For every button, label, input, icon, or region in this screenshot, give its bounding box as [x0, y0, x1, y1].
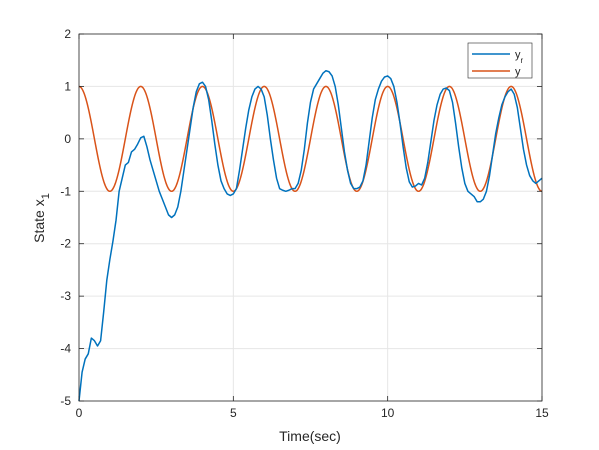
legend-label-y: y [515, 66, 521, 78]
y-tick-label: -3 [60, 289, 71, 303]
plot-area [78, 69, 543, 402]
series-line-y [78, 85, 543, 193]
legend-label-yr-subscript: r [521, 56, 524, 65]
y-tick-label: 1 [64, 79, 71, 93]
axes-box [78, 33, 543, 402]
y-tick-label: -4 [60, 342, 71, 356]
x-tick-label: 15 [535, 406, 549, 420]
y-tick-label: -1 [60, 184, 71, 198]
y-axis-label: State x1 [31, 193, 52, 243]
legend-label-yr-text: y [515, 49, 521, 61]
y-tick-label: 2 [64, 27, 71, 41]
x-tick-label: 5 [230, 406, 237, 420]
axis-ticks: 0 5 10 15 -5 -4 -3 -2 -1 0 1 2 [60, 27, 549, 420]
x-tick-label: 0 [76, 406, 83, 420]
x-axis-label: Time(sec) [279, 428, 341, 444]
y-tick-label: 0 [64, 132, 71, 146]
legend-box [467, 42, 533, 79]
series-line-yr [78, 69, 543, 402]
y-tick-label: -2 [60, 237, 71, 251]
legend: yr y [467, 42, 533, 79]
y-axis-label-subscript: 1 [40, 193, 52, 199]
y-tick-label: -5 [60, 394, 71, 408]
legend-label-yr: yr [515, 49, 524, 65]
x-tick-label: 10 [381, 406, 395, 420]
y-axis-label-text: State x [31, 199, 47, 243]
